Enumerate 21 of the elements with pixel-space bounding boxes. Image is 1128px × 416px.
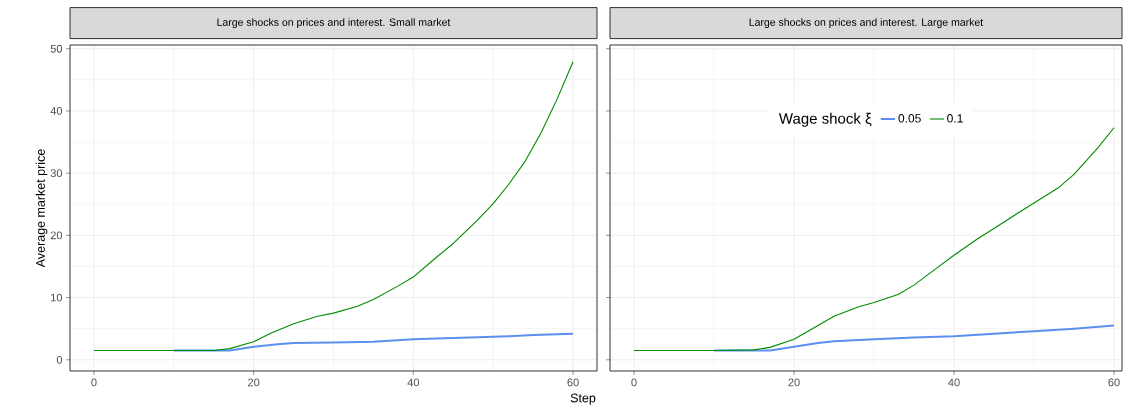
y-tick-label: 50: [50, 44, 63, 53]
x-tick-label: 60: [1108, 378, 1120, 387]
chart-title: Large shocks on prices and interest. Large market: [749, 18, 984, 28]
x-tick-label: 40: [407, 378, 420, 387]
y-tick-label: 20: [50, 231, 63, 240]
y-tick-label: 0: [56, 355, 63, 364]
x-tick-label: 40: [948, 378, 960, 387]
legend-label: 0.05: [898, 114, 921, 123]
x-tick-label: 20: [788, 378, 800, 387]
x-tick-label: 60: [567, 378, 579, 387]
x-tick-label: 0: [91, 378, 97, 387]
y-tick-label: 30: [50, 169, 63, 178]
y-tick-label: 40: [50, 107, 63, 115]
y-tick-label: 10: [51, 293, 63, 302]
x-tick-label: 20: [248, 378, 260, 387]
legend-label: 0.1: [947, 114, 963, 123]
y-axis-title: Average market price: [35, 149, 48, 268]
x-tick-label: 0: [631, 378, 637, 387]
legend-title: Wage shock ξ: [778, 112, 872, 127]
x-axis-title: Step: [570, 393, 596, 405]
chart-title: Large shocks on prices and interest. Small market: [217, 18, 451, 28]
